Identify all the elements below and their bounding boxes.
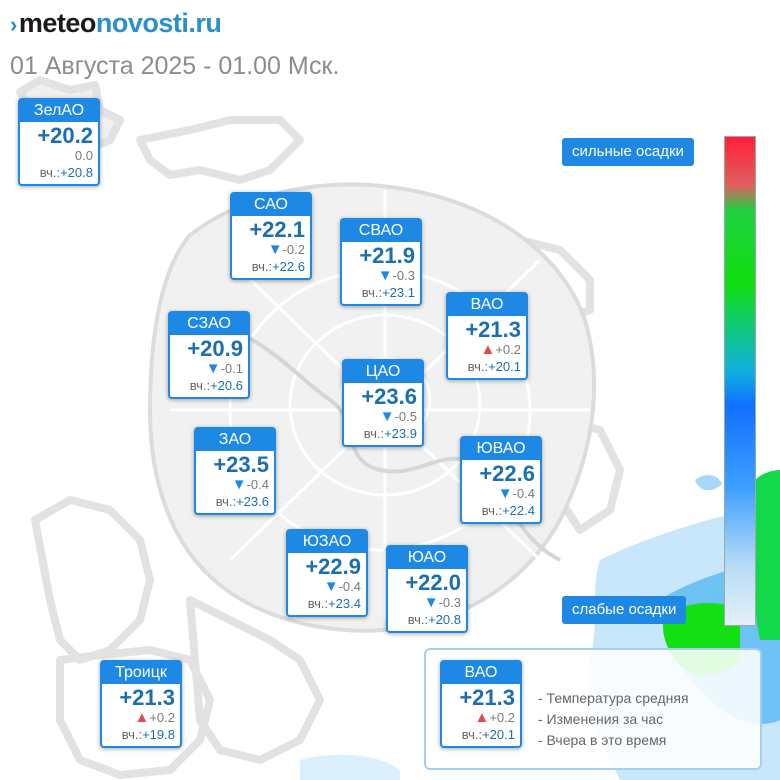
- temperature: +21.3: [119, 685, 175, 710]
- temperature: +23.5: [213, 452, 269, 477]
- hourly-change: ▼-0.4: [323, 578, 361, 595]
- yesterday-temp: вч.:+23.9: [363, 426, 417, 441]
- yesterday-temp: вч.:+23.1: [361, 285, 415, 300]
- arrow-up-icon: ▲: [474, 709, 490, 726]
- hourly-change: ▼-0.3: [377, 267, 415, 284]
- district-card-szao: СЗАО +20.9 ▼-0.1 вч.:+20.6: [168, 311, 250, 399]
- hourly-change: ▲+0.2: [134, 709, 175, 726]
- temperature: +22.6: [479, 461, 535, 486]
- district-card-troitsk: Троицк +21.3 ▲+0.2 вч.:+19.8: [100, 660, 182, 748]
- district-name: ЗелАО: [20, 100, 98, 122]
- yesterday-temp: вч.:+20.8: [39, 165, 93, 180]
- yesterday-temp: вч.:+20.1: [467, 359, 521, 374]
- district-name: ЮЗАО: [288, 531, 366, 553]
- district-name: СВАО: [342, 220, 420, 242]
- legend-panel: ВАО +21.3 ▲+0.2 вч.:+20.1 - Температура …: [424, 648, 762, 770]
- district-card-yuao: ЮАО +22.0 ▼-0.3 вч.:+20.8: [386, 545, 468, 633]
- arrow-down-icon: ▼: [323, 578, 339, 595]
- district-name: Троицк: [102, 662, 180, 684]
- district-name: ЦАО: [344, 361, 422, 383]
- precipitation-color-scale: [724, 136, 756, 626]
- district-card-zao: ЗАО +23.5 ▼-0.4 вч.:+23.6: [194, 427, 276, 515]
- district-name: СЗАО: [170, 313, 248, 335]
- date-time-subtitle: 01 Августа 2025 - 01.00 Мск.: [10, 52, 340, 80]
- district-name: ВАО: [442, 662, 520, 684]
- hourly-change: 0.0: [74, 148, 93, 163]
- yesterday-temp: вч.:+20.6: [189, 378, 243, 393]
- temperature: +21.3: [465, 317, 521, 342]
- yesterday-temp: вч.:+23.4: [307, 596, 361, 611]
- yesterday-temp: вч.:+20.1: [461, 727, 515, 742]
- district-card-sao: САО +22.1 ▼-0.2 вч.:+22.6: [230, 192, 312, 280]
- arrow-down-icon: ▼: [379, 408, 395, 425]
- arrow-down-icon: ▼: [267, 241, 283, 258]
- legend-line-yesterday: - Вчера в это время: [538, 732, 667, 748]
- hourly-change: ▼-0.4: [497, 485, 535, 502]
- hourly-change: ▼-0.1: [205, 360, 243, 377]
- hourly-change: ▼-0.2: [267, 241, 305, 258]
- district-name: САО: [232, 194, 310, 216]
- temperature: +21.3: [459, 685, 515, 710]
- temperature: +20.2: [37, 123, 93, 148]
- district-card-cao: ЦАО +23.6 ▼-0.5 вч.:+23.9: [342, 359, 424, 447]
- temperature: +23.6: [361, 384, 417, 409]
- yesterday-temp: вч.:+19.8: [121, 727, 175, 742]
- district-card-zelao: ЗелАО +20.2 0.0 вч.:+20.8: [18, 98, 100, 186]
- hourly-change: ▼-0.5: [379, 408, 417, 425]
- temperature: +21.9: [359, 243, 415, 268]
- yesterday-temp: вч.:+23.6: [215, 494, 269, 509]
- legend-line-change: - Изменения за час: [538, 711, 664, 727]
- district-name: ЮВАО: [462, 438, 540, 460]
- hourly-change: ▲+0.2: [474, 709, 515, 726]
- temperature: +22.1: [249, 217, 305, 242]
- arrow-down-icon: ▼: [205, 360, 221, 377]
- temperature: +20.9: [187, 336, 243, 361]
- district-name: ВАО: [448, 294, 526, 316]
- legend-line-temperature: - Температура средняя: [538, 690, 689, 706]
- scale-label-heavy: сильные осадки: [562, 138, 694, 166]
- temperature: +22.9: [305, 554, 361, 579]
- yesterday-temp: вч.:+22.6: [251, 259, 305, 274]
- arrow-down-icon: ▼: [497, 485, 513, 502]
- arrow-down-icon: ▼: [231, 476, 247, 493]
- legend-descriptions: - Температура средняя - Изменения за час…: [538, 688, 689, 751]
- temperature: +22.0: [405, 570, 461, 595]
- district-card-vao: ВАО +21.3 ▲+0.2 вч.:+20.1: [446, 292, 528, 380]
- arrow-down-icon: ▼: [423, 594, 439, 611]
- yesterday-temp: вч.:+22.4: [481, 503, 535, 518]
- hourly-change: ▼-0.3: [423, 594, 461, 611]
- site-logo[interactable]: ›meteonovosti.ru: [10, 8, 222, 38]
- arrow-down-icon: ▼: [377, 267, 393, 284]
- logo-mark-icon: ›: [10, 12, 17, 37]
- hourly-change: ▲+0.2: [480, 341, 521, 358]
- arrow-up-icon: ▲: [480, 341, 496, 358]
- arrow-up-icon: ▲: [134, 709, 150, 726]
- legend-sample-card: ВАО +21.3 ▲+0.2 вч.:+20.1: [440, 660, 522, 748]
- district-name: ЮАО: [388, 547, 466, 569]
- scale-label-light: слабые осадки: [562, 596, 687, 624]
- district-card-svao: СВАО +21.9 ▼-0.3 вч.:+23.1: [340, 218, 422, 306]
- hourly-change: ▼-0.4: [231, 476, 269, 493]
- district-name: ЗАО: [196, 429, 274, 451]
- district-card-yuzao: ЮЗАО +22.9 ▼-0.4 вч.:+23.4: [286, 529, 368, 617]
- district-card-yuvao: ЮВАО +22.6 ▼-0.4 вч.:+22.4: [460, 436, 542, 524]
- yesterday-temp: вч.:+20.8: [407, 612, 461, 627]
